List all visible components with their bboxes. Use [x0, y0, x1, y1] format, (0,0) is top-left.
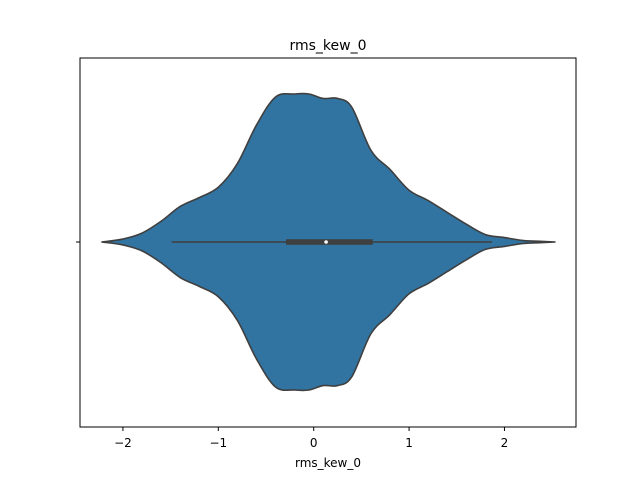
x-tick-label: 0 — [310, 436, 318, 450]
x-tick-label: −2 — [114, 436, 132, 450]
x-tick-label: 1 — [405, 436, 413, 450]
x-tick-label: 2 — [501, 436, 509, 450]
plot-layer — [101, 92, 556, 392]
x-tick-label: −1 — [209, 436, 227, 450]
x-axis-label: rms_kew_0 — [295, 456, 361, 470]
chart-title: rms_kew_0 — [289, 38, 366, 54]
x-axis-ticks: −2 −1 0 1 2 — [114, 427, 508, 450]
median-point — [324, 240, 328, 244]
